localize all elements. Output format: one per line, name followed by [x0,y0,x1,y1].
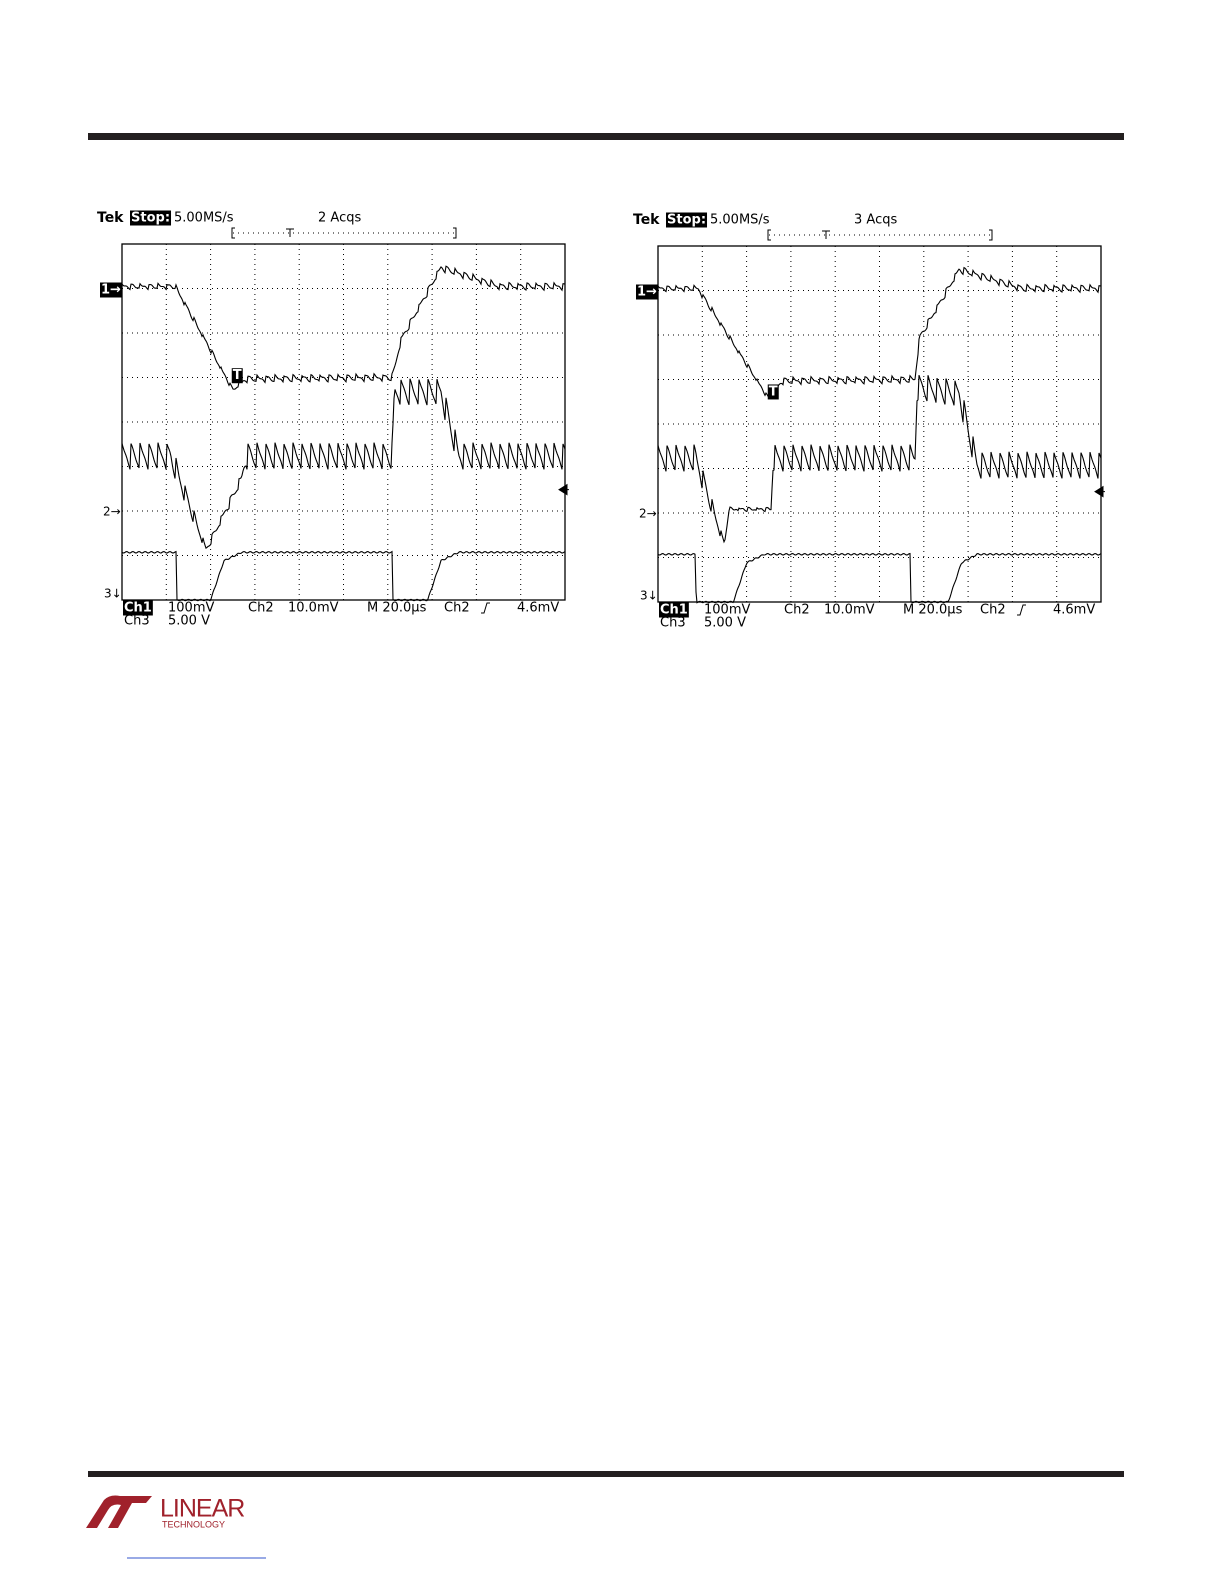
trigger-source: Ch2 [444,601,470,616]
trigger-level: 4.6mV [517,601,559,616]
record-bracket [767,229,993,241]
trace-ch1 [121,265,566,390]
logo-text: LINEAR [160,1495,244,1523]
trace-ch2 [657,375,1102,544]
ch1-label: Ch1 [124,601,152,616]
state: Stop: [131,211,170,226]
ch3-scale: 5.00 V [704,616,746,631]
ch1-scale: 100mV [704,603,750,618]
logo-mark [86,1495,152,1528]
trigger-marker-box [231,368,243,384]
scope: Tek Stop: 5.00MS/s 3 Acqs 1→ 2→ 3↓ T Ch1 100mV Ch2… [633,212,1105,631]
ch3-scale: 5.00 V [168,614,210,629]
graticule-border [657,245,1102,603]
ch2-label: Ch2 [784,603,810,618]
state: Stop: [667,213,706,228]
trigger-source: Ch2 [980,603,1006,618]
top-rule [88,133,1124,140]
ch2-marker: 2→ [639,507,657,521]
acquisitions: 2 Acqs [318,211,361,226]
trigger-level-arrow [558,483,569,496]
trigger-marker: T [769,384,778,399]
trace-ch2 [121,378,566,549]
trace-ch1 [657,266,1102,399]
brand: Tek [633,212,660,228]
state-box [130,210,172,226]
ch1-label-box [659,602,689,618]
trigger-level: 4.6mV [1053,603,1095,618]
ch1-scale: 100mV [168,601,214,616]
ch3-marker: 3↓ [104,587,122,601]
trigger-slope [481,602,490,614]
state-box [666,212,708,228]
bottom-rule [88,1471,1124,1477]
trace-ch3 [657,552,1102,604]
sample-rate: 5.00MS/s [174,211,234,226]
trigger-marker: T [233,368,242,383]
timebase: M 20.0µs [903,603,963,618]
ch2-label: Ch2 [248,601,274,616]
acquisitions: 3 Acqs [854,213,897,228]
ch1-label: Ch1 [660,603,688,618]
ch1-marker-box [636,284,659,300]
ch1-label-box [123,600,153,616]
brand: Tek [97,210,124,226]
trigger-level-arrow [1094,485,1105,498]
graticule-border [121,243,566,601]
ch1-marker: 1→ [637,285,657,300]
logo-subtext: TECHNOLOGY [162,1519,225,1529]
trace-ch3 [121,550,566,602]
scope: Tek Stop: 5.00MS/s 2 Acqs 1→ 2→ 3↓ T Ch1 100mV Ch2… [97,210,569,629]
timebase: M 20.0µs [367,601,427,616]
logo: LINEAR TECHNOLOGY [86,1495,245,1529]
trigger-marker-box [767,384,779,400]
trigger-slope [1017,604,1026,616]
ch1-marker: 1→ [101,283,121,298]
ch3-label: Ch3 [660,616,686,631]
ch3-label: Ch3 [124,614,150,629]
ch3-marker: 3↓ [640,589,658,603]
ch2-scale: 10.0mV [824,603,875,618]
sample-rate: 5.00MS/s [710,213,770,228]
ch1-marker-box [100,282,123,298]
ch2-marker: 2→ [103,505,121,519]
record-bracket [231,227,457,239]
ch2-scale: 10.0mV [288,601,339,616]
